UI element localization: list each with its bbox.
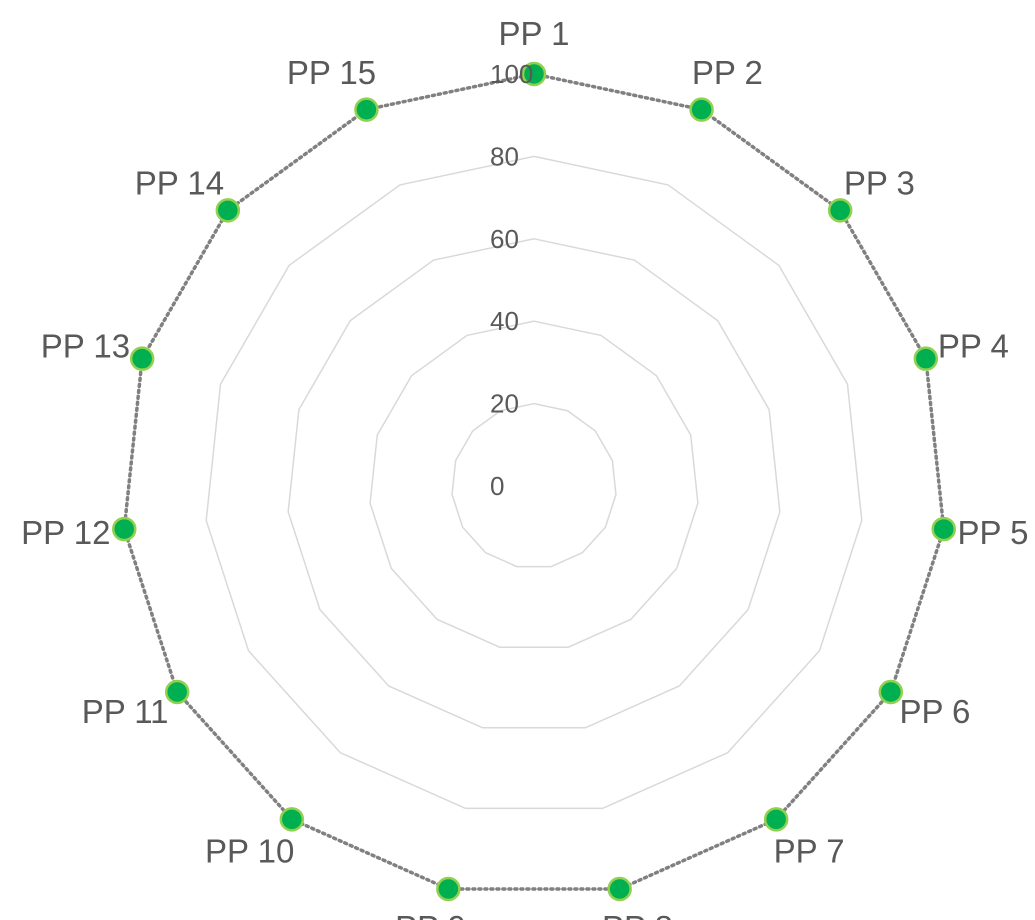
category-label: PP 11: [82, 693, 169, 730]
tick-label: 40: [490, 306, 519, 336]
category-label: PP 4: [938, 327, 1009, 364]
grid-ring-80: [205, 155, 863, 810]
category-label: PP 9: [395, 909, 466, 920]
tick-label: 80: [490, 141, 519, 171]
category-label: PP 12: [21, 514, 110, 551]
tick-label: 60: [490, 224, 519, 254]
data-point-pp-14: [215, 198, 241, 223]
data-point-pp-11: [164, 679, 190, 705]
data-point-pp-12: [112, 516, 137, 542]
tick-labels: 0 20 40 60 80 100: [490, 59, 533, 501]
tick-label: 100: [490, 59, 533, 89]
tick-label: 0: [490, 471, 504, 501]
category-label: PP 7: [774, 833, 845, 870]
data-point-pp-3: [827, 198, 853, 223]
category-label: PP 14: [135, 165, 224, 202]
category-label: PP 6: [899, 693, 970, 730]
grid-ring-40: [369, 320, 699, 648]
grid-ring-60: [287, 238, 781, 729]
data-point-pp-8: [607, 876, 632, 902]
category-label: PP 8: [602, 909, 673, 920]
grid-ring-20: [451, 402, 617, 568]
data-point-pp-13: [129, 346, 155, 371]
data-point-pp-4: [913, 346, 939, 371]
category-label: PP 15: [287, 54, 376, 91]
grid-layer: [205, 155, 863, 810]
category-label: PP 5: [958, 514, 1029, 551]
series-line: [122, 72, 946, 891]
category-label: PP 3: [844, 165, 915, 202]
category-label: PP 10: [205, 833, 294, 870]
series-layer: [112, 61, 956, 902]
data-point-pp-2: [689, 97, 714, 122]
data-point-pp-6: [878, 679, 904, 705]
category-label: PP 2: [692, 54, 763, 91]
tick-label: 20: [490, 389, 519, 419]
data-point-pp-1: [521, 61, 547, 87]
data-point-pp-5: [931, 516, 956, 542]
data-point-pp-9: [436, 876, 461, 902]
category-label: PP 1: [499, 15, 570, 52]
data-point-pp-15: [354, 97, 379, 122]
category-labels: PP 1 PP 2 PP 3 PP 4 PP 5 PP 6 PP 7 PP 8 PP 9 PP 1…: [21, 15, 1028, 920]
category-label: PP 13: [41, 327, 130, 364]
data-point-pp-10: [279, 807, 305, 832]
data-point-pp-7: [763, 807, 789, 832]
